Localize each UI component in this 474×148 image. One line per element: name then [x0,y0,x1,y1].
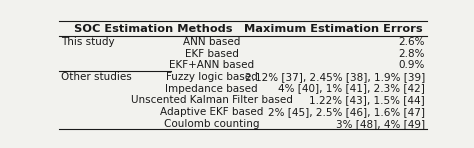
Text: Adaptive EKF based: Adaptive EKF based [160,107,264,117]
Text: 2.6%: 2.6% [398,37,425,47]
Text: 2.12% [37], 2.45% [38], 1.9% [39]: 2.12% [37], 2.45% [38], 1.9% [39] [245,72,425,82]
Text: 1.22% [43], 1.5% [44]: 1.22% [43], 1.5% [44] [309,95,425,105]
Text: Maximum Estimation Errors: Maximum Estimation Errors [244,24,422,34]
Text: Fuzzy logic based: Fuzzy logic based [166,72,257,82]
Text: 0.9%: 0.9% [398,60,425,70]
Text: Other studies: Other studies [61,72,132,82]
Text: 4% [40], 1% [41], 2.3% [42]: 4% [40], 1% [41], 2.3% [42] [278,84,425,94]
Text: ANN based: ANN based [183,37,240,47]
Text: 3% [48], 4% [49]: 3% [48], 4% [49] [336,119,425,129]
Text: EKF based: EKF based [185,49,238,58]
Text: 2% [45], 2.5% [46], 1.6% [47]: 2% [45], 2.5% [46], 1.6% [47] [268,107,425,117]
Text: 2.8%: 2.8% [398,49,425,58]
Text: Unscented Kalman Filter based: Unscented Kalman Filter based [131,95,292,105]
Text: Impedance based: Impedance based [165,84,258,94]
Text: Coulomb counting: Coulomb counting [164,119,259,129]
Text: This study: This study [61,37,115,47]
Text: SOC Estimation Methods: SOC Estimation Methods [73,24,232,34]
Text: EKF+ANN based: EKF+ANN based [169,60,254,70]
